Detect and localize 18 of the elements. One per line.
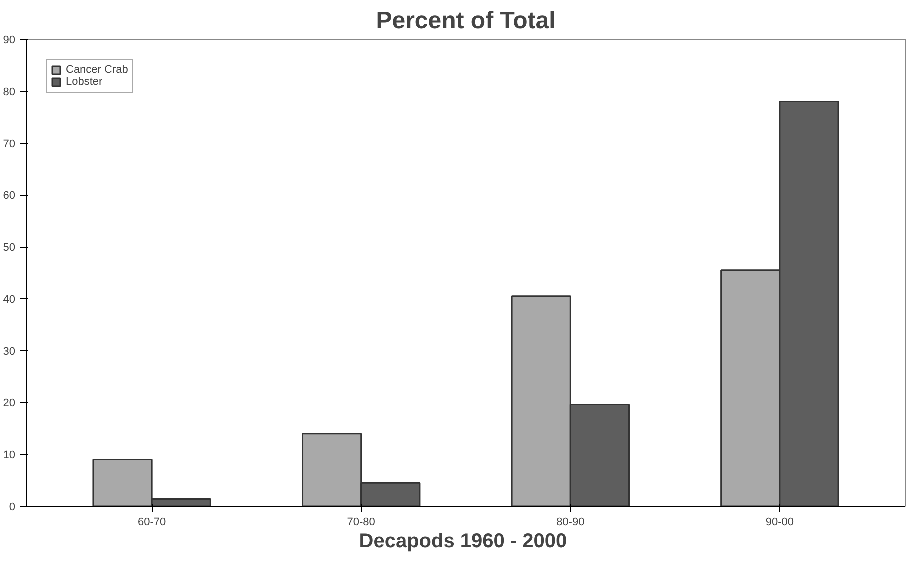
x-axis-title: Decapods 1960 - 2000 [359,530,568,552]
y-tick-label: 30 [3,346,16,358]
y-tick-label: 40 [3,294,16,306]
y-tick-label: 80 [3,86,16,98]
y-tick-label: 60 [3,190,16,202]
y-tick-label: 0 [9,502,16,514]
y-tick-label: 10 [3,450,16,462]
y-tick-label: 20 [3,398,16,410]
y-tick-label: 70 [3,138,16,150]
x-tick-label: 60-70 [138,516,166,528]
x-tick-label: 70-80 [347,516,376,528]
chart-title: Percent of Total [376,8,556,34]
y-tick-label: 50 [3,242,16,254]
legend-label: Cancer Crab [66,64,128,76]
x-tick-label: 80-90 [556,516,585,528]
y-tick-label: 90 [3,34,16,46]
legend-label: Lobster [66,76,103,88]
x-tick-label: 90-00 [766,516,794,528]
